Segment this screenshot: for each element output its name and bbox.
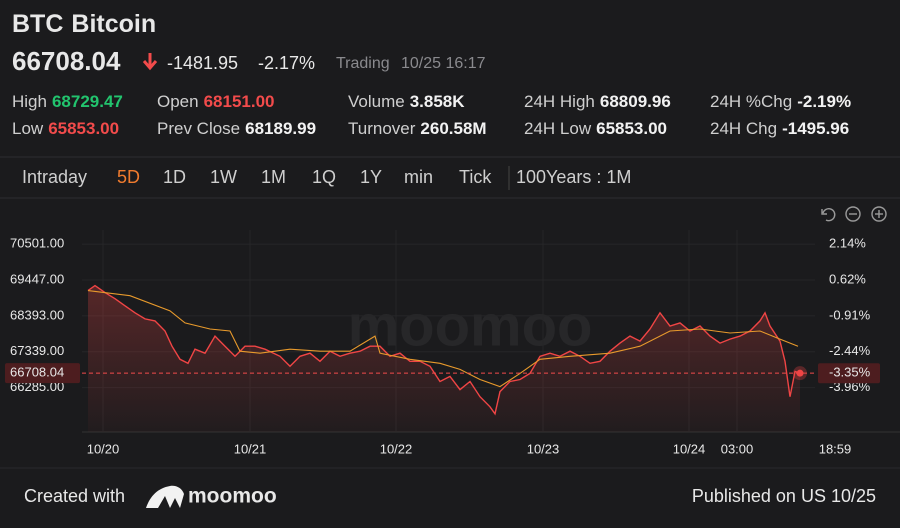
change-pct: -2.17% [258,53,315,73]
y-tick-label: 69447.00 [10,271,64,286]
stat: 24H Low 65853.00 [524,119,667,138]
reset-icon[interactable] [821,207,836,222]
stat-value: 68729.47 [52,92,123,111]
stat: Low 65853.00 [12,119,119,138]
stat-value: -2.19% [797,92,851,111]
y2-tick-label: 2.14% [829,236,866,251]
x-tick-label: 18:59 [819,441,852,456]
stat-label: Volume [348,92,405,111]
stat-label: Prev Close [157,119,240,138]
tab[interactable]: min [404,167,433,187]
tab[interactable]: 1M [261,167,286,187]
period[interactable]: 100Years : 1M [516,167,631,187]
stat: High 68729.47 [12,92,123,111]
stat-label: Turnover [348,119,416,138]
y2-tick-label: -2.44% [829,343,871,358]
published: Published on US 10/25 [692,486,876,506]
price: 66708.04 [12,46,121,76]
last-point [796,369,804,377]
x-tick-label: 10/24 [673,441,706,456]
stat-value: 68189.99 [245,119,316,138]
stat: 24H Chg -1495.96 [710,119,849,138]
tab[interactable]: Tick [459,167,492,187]
y2-tick-label: -0.91% [829,307,871,322]
stat: 24H High 68809.96 [524,92,671,111]
zoom-out-icon[interactable] [845,206,861,222]
stat: Open 68151.00 [157,92,275,111]
last-pct-box [818,363,880,384]
change: -1481.95 [167,53,238,73]
stat-value: 260.58M [420,119,486,138]
tabs: Intraday 5D 1D 1W 1M 1Q 1Y min Tick [22,167,492,187]
chart-controls [821,206,887,222]
line [87,290,799,388]
stat: Prev Close 68189.99 [157,119,316,138]
stats: High 68729.47 Open 68151.00 Volume 3.858K 24H … [12,92,851,138]
x-tick-label: 10/20 [87,441,120,456]
stat-value: 68151.00 [204,92,275,111]
stat-label: 24H Low [524,119,592,138]
symbol: BTC [12,10,63,38]
stat-label: 24H Chg [710,119,777,138]
y-tick-label: 67339.00 [10,343,64,358]
plot [87,284,801,432]
last-price-label: 66708.04 [10,365,64,380]
y-tick-label: 70501.00 [10,236,64,251]
tab[interactable]: 1D [163,167,186,187]
stat-value: 65853.00 [596,119,667,138]
created-with: Created with [24,486,125,506]
tab[interactable]: 5D [117,167,140,187]
tab[interactable]: Intraday [22,167,87,187]
area-fill [88,285,800,432]
last-price-box [5,363,80,384]
stat: Turnover 260.58M [348,119,487,138]
stat-value: -1495.96 [782,119,849,138]
tab[interactable]: 1Q [312,167,336,187]
x-tick-label: 10/22 [380,441,413,456]
stat-label: 24H High [524,92,595,111]
stat: Volume 3.858K [348,92,465,111]
time: 10/25 16:17 [401,55,486,72]
brand: moomoo [188,485,277,508]
status: Trading [336,55,390,72]
tab[interactable]: 1Y [360,167,382,187]
zoom-in-icon[interactable] [871,206,887,222]
stat-label: High [12,92,47,111]
stat-value: 68809.96 [600,92,671,111]
stat-value: 65853.00 [48,119,119,138]
stat-label: 24H %Chg [710,92,792,111]
title: BTC Bitcoin [12,10,156,38]
y-tick-label: 68393.00 [10,307,64,322]
stat-label: Open [157,92,199,111]
chart: moomoo 70501.00 69447.00 68393.00 67339.00 66… [5,230,900,456]
stat-value: 3.858K [410,92,466,111]
last-pct-label: -3.35% [829,365,871,380]
y2-tick-label: 0.62% [829,271,866,286]
tab[interactable]: 1W [210,167,237,187]
x-tick-label: 10/23 [527,441,560,456]
down-arrow [142,53,158,71]
stat-label: Low [12,119,44,138]
brand-logo [146,485,184,508]
name: Bitcoin [71,10,156,38]
stat: 24H %Chg -2.19% [710,92,851,111]
x-tick-label: 10/21 [234,441,267,456]
x-tick-label: 03:00 [721,441,754,456]
watermark: moomoo [348,293,593,358]
